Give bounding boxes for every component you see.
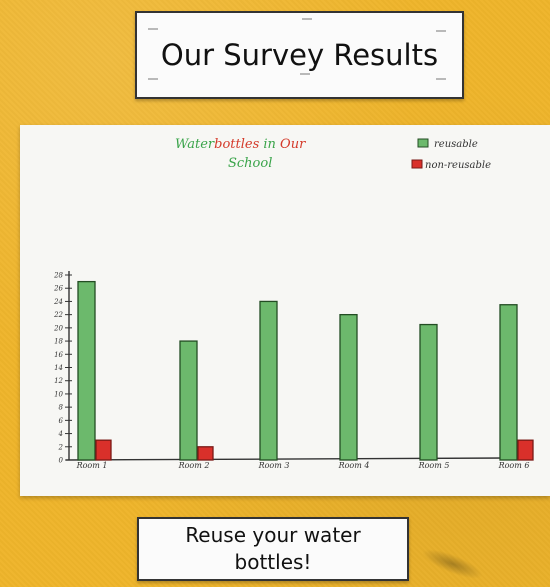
x-category-label: Room 6 xyxy=(498,461,530,470)
x-category-label: Room 4 xyxy=(338,461,370,470)
bar-reusable-4 xyxy=(339,313,358,461)
bar-reusable-2 xyxy=(179,340,198,461)
staple xyxy=(148,78,158,80)
chart-title-word: bottles xyxy=(214,137,259,152)
y-tick-label: 22 xyxy=(53,311,63,319)
chart-title-line2: School xyxy=(228,156,272,171)
y-tick-label: 24 xyxy=(53,298,63,306)
y-tick-label: 16 xyxy=(54,351,63,359)
bar-non-reusable-1 xyxy=(95,439,112,461)
x-axis xyxy=(65,457,510,461)
reuse-message-sign: Reuse your water bottles! xyxy=(137,517,409,581)
staple xyxy=(300,73,310,75)
y-tick-label: 28 xyxy=(53,272,63,280)
chart-paper: Waterbottles in Our School reusable non-… xyxy=(20,125,550,496)
survey-title-sign: Our Survey Results xyxy=(135,11,464,99)
survey-title-text: Our Survey Results xyxy=(160,38,439,72)
bar-chart: Waterbottles in Our School reusable non-… xyxy=(53,137,534,470)
y-tick-label: 20 xyxy=(53,324,63,332)
bar-reusable-1 xyxy=(77,280,96,461)
legend-swatch-non-reusable xyxy=(411,159,423,169)
chart-title-word: in xyxy=(259,137,280,152)
staple xyxy=(148,28,158,30)
y-tick-label: 14 xyxy=(54,364,63,372)
y-tick-label: 4 xyxy=(58,430,63,438)
legend-swatch-reusable xyxy=(417,138,429,148)
y-tick-label: 26 xyxy=(53,285,63,293)
y-tick-label: 6 xyxy=(59,417,64,425)
bar-reusable-5 xyxy=(419,323,438,461)
x-category-label: Room 2 xyxy=(178,461,210,470)
y-tick-label: 18 xyxy=(54,338,63,346)
chart-title-word: Our xyxy=(280,137,306,152)
x-category-label: Room 1 xyxy=(76,461,108,470)
y-tick-label: 12 xyxy=(54,377,63,385)
y-tick-label: 10 xyxy=(54,390,63,398)
y-tick-label: 8 xyxy=(59,404,64,412)
x-category-label: Room 3 xyxy=(258,461,290,470)
x-category-label: Room 5 xyxy=(418,461,450,470)
y-tick-label: 2 xyxy=(58,443,64,451)
bar-non-reusable-2 xyxy=(197,446,214,461)
chart-title-line1: Waterbottles in Our xyxy=(175,137,306,152)
bar-non-reusable-6 xyxy=(517,439,534,461)
chart-title-word: Water xyxy=(175,137,215,152)
legend-label-reusable: reusable xyxy=(434,139,478,150)
bar-reusable-6 xyxy=(499,304,518,461)
bar-reusable-3 xyxy=(259,300,278,461)
legend-label-non-reusable: non-reusable xyxy=(425,160,491,171)
staple xyxy=(302,18,312,20)
reuse-message-text: Reuse your water bottles! xyxy=(185,523,361,574)
staple xyxy=(436,78,446,80)
staple xyxy=(436,30,446,32)
y-tick-label: 0 xyxy=(59,457,64,465)
